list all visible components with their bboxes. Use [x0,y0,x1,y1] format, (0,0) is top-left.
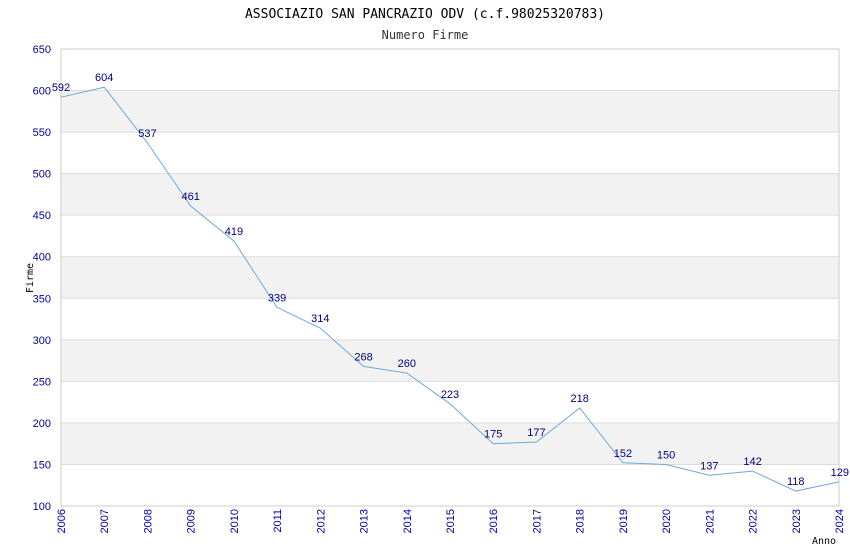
data-label: 592 [52,82,70,94]
y-axis-ticks: 100 150 200 250 300 350 400 450 500 550 600 650 [33,44,51,513]
data-label: 339 [268,292,286,304]
data-label: 142 [743,456,761,468]
x-tick-label: 2012 [315,509,327,533]
y-tick-label: 500 [33,169,51,181]
series-line [60,86,840,492]
data-label: 175 [484,429,502,441]
x-tick-label: 2022 [748,509,760,533]
y-tick-label: 550 [33,127,51,139]
y-tick-label: 600 [33,86,51,98]
data-label: 268 [354,351,372,363]
y-tick-label: 450 [33,210,51,222]
y-axis-label: Firme [25,263,36,293]
x-tick-label: 2017 [531,509,543,533]
data-label: 260 [398,358,416,370]
plot-frame [60,48,840,507]
data-label: 152 [614,448,632,460]
y-tick-label: 650 [33,44,51,56]
data-label: 150 [657,449,675,461]
data-label: 419 [225,226,243,238]
x-axis-label: Anno [812,536,836,547]
x-tick-label: 2024 [834,509,846,533]
grid-band [61,173,839,216]
x-tick-label: 2019 [618,509,630,533]
x-tick-label: 2007 [99,509,111,533]
y-tick-label: 200 [33,418,51,430]
data-label: 461 [181,191,199,203]
grid-band [61,339,839,382]
x-axis-ticks: 2006 2007 2008 2009 2010 2011 2012 2013 2014 2015… [56,509,846,533]
data-labels: 592 604 537 461 419 339 314 268 260 223 175 177 218 1… [52,72,849,488]
x-tick-label: 2008 [142,509,154,533]
data-label: 118 [787,476,805,488]
data-label: 129 [831,467,849,479]
y-tick-label: 100 [33,501,51,513]
x-tick-label: 2023 [791,509,803,533]
data-label: 177 [527,427,545,439]
y-tick-label: 250 [33,376,51,388]
data-label: 604 [95,72,113,84]
x-tick-label: 2006 [56,509,68,533]
x-tick-label: 2018 [575,509,587,533]
grid-band [61,256,839,299]
x-tick-label: 2021 [704,509,716,533]
data-label: 137 [700,460,718,472]
background-bands [61,90,839,465]
x-tick-label: 2020 [661,509,673,533]
x-tick-label: 2014 [402,509,414,533]
x-tick-label: 2010 [229,509,241,533]
x-tick-label: 2011 [272,509,284,533]
chart-subtitle: Numero Firme [382,28,469,42]
x-tick-label: 2016 [488,509,500,533]
y-tick-label: 400 [33,252,51,264]
x-tick-label: 2013 [359,509,371,533]
data-label: 537 [138,128,156,140]
data-label: 223 [441,389,459,401]
grid-band [61,90,839,133]
y-tick-label: 350 [33,293,51,305]
x-tick-label: 2015 [445,509,457,533]
grid-band [61,422,839,465]
data-label: 314 [311,313,329,325]
y-tick-label: 300 [33,335,51,347]
y-tick-label: 150 [33,459,51,471]
chart-title: ASSOCIAZIO SAN PANCRAZIO ODV (c.f.980253… [245,7,605,22]
data-label: 218 [570,393,588,405]
x-tick-label: 2009 [186,509,198,533]
